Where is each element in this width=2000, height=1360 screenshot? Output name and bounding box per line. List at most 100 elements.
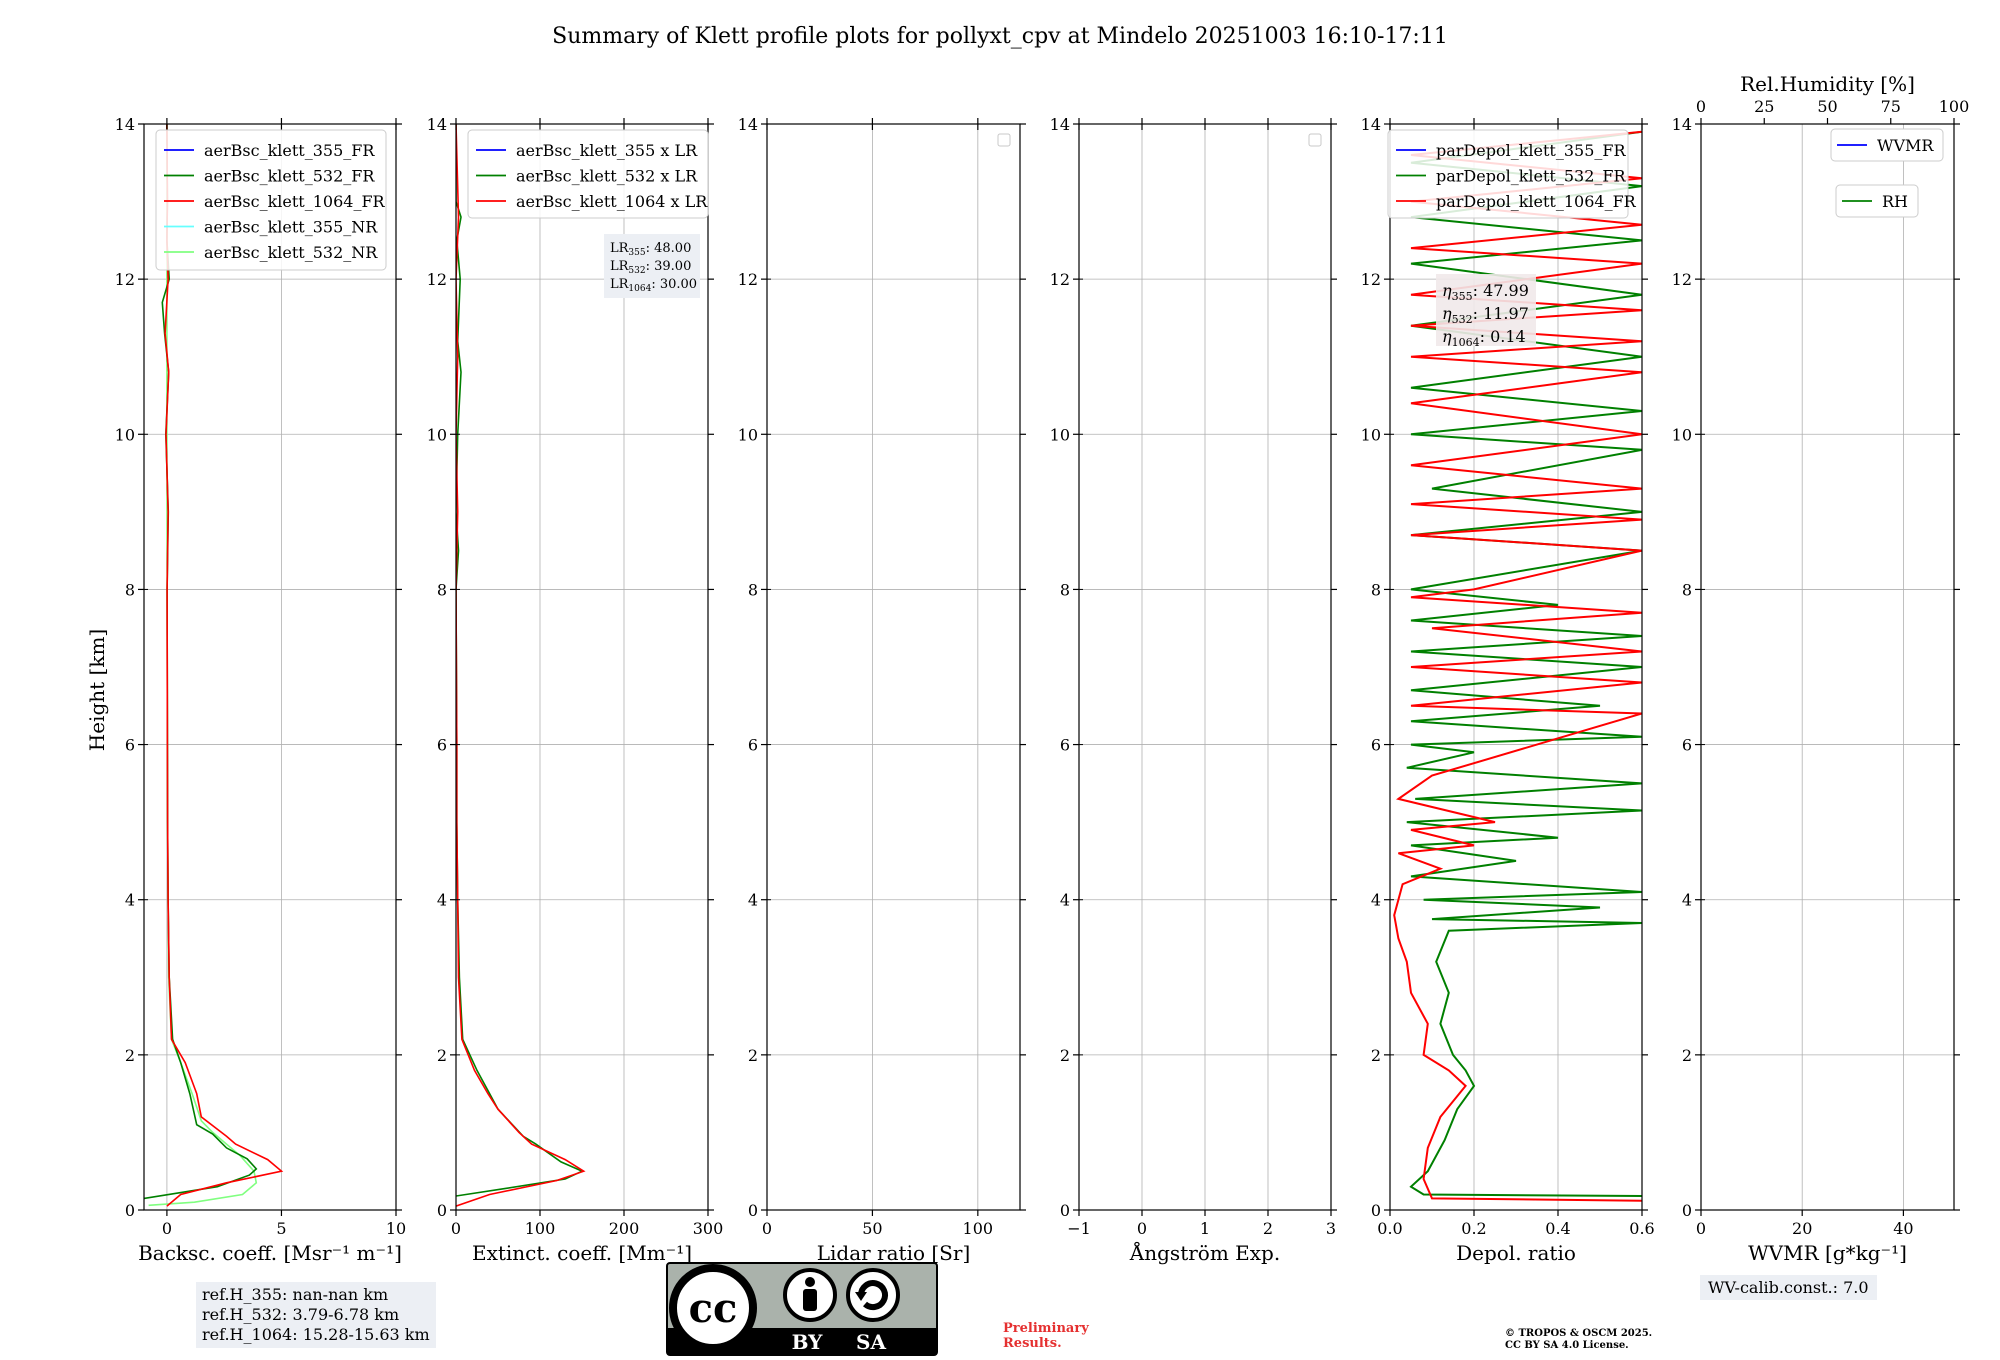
legend: aerBsc_klett_355_FR aerBsc_klett_532_FRae… xyxy=(155,129,387,271)
ref-height-355: ref.H_355: nan-nan km xyxy=(202,1285,389,1304)
legend-box xyxy=(1835,184,1919,218)
y-tick-label: 10 xyxy=(738,425,758,444)
y-tick-label: 2 xyxy=(1371,1046,1381,1065)
x-tick-label: 0.2 xyxy=(1461,1219,1486,1238)
legend-label: aerBsc_klett_532 x LR xyxy=(516,167,698,186)
eta-value: η532: 11.97 xyxy=(1442,304,1529,326)
eta-symbol: η xyxy=(1442,304,1452,323)
y-tick-label: 2 xyxy=(125,1046,135,1065)
preliminary-results-note: Preliminary Results. xyxy=(1003,1321,1089,1351)
y-tick-label: 14 xyxy=(738,115,758,134)
y-tick-label: 14 xyxy=(1361,115,1381,134)
x-tick-label: 0 xyxy=(1696,1219,1706,1238)
sa-icon-arrowhead xyxy=(855,1292,867,1301)
y-tick-label: 14 xyxy=(1050,115,1070,134)
ref-height-1064: ref.H_1064: 15.28-15.63 km xyxy=(202,1325,430,1344)
top-x-axis-label: Rel.Humidity [%] xyxy=(1740,72,1915,96)
series-line-aerBsc_klett_532 x LR xyxy=(456,124,584,1197)
x-tick-label: 50 xyxy=(862,1219,882,1238)
reference-heights-box: ref.H_355: nan-nan km ref.H_532: 3.79-6.… xyxy=(196,1282,436,1348)
figure-title: Summary of Klett profile plots for polly… xyxy=(552,24,1448,49)
y-tick-label: 2 xyxy=(748,1046,758,1065)
y-tick-label: 8 xyxy=(437,580,447,599)
legend-label: aerBsc_klett_1064 x LR xyxy=(516,192,708,211)
y-tick-label: 0 xyxy=(1682,1201,1692,1220)
wv-calibration-constant: WV-calib.const.: 7.0 xyxy=(1700,1275,1877,1300)
series-group xyxy=(1393,130,1642,1202)
eta-sub: 532 xyxy=(1452,313,1473,326)
y-tick-label: 14 xyxy=(427,115,447,134)
copyright-line-2: CC BY SA 4.0 License. xyxy=(1505,1340,1629,1351)
x-tick-label: 0.0 xyxy=(1377,1219,1402,1238)
x-tick-label: 1 xyxy=(1200,1219,1210,1238)
legend-label: parDepol_klett_355_FR xyxy=(1436,141,1627,160)
y-tick-label: 10 xyxy=(115,425,135,444)
y-tick-label: 6 xyxy=(437,736,447,755)
legend-label: aerBsc_klett_355 x LR xyxy=(516,141,698,160)
lidar-ratio-value: LR532: 39.00 xyxy=(610,259,691,276)
top-x-tick-label: 50 xyxy=(1817,97,1837,116)
x-axis-label: Extinct. coeff. [Mm⁻¹] xyxy=(472,1241,692,1265)
y-tick-label: 2 xyxy=(1060,1046,1070,1065)
y-tick-label: 0 xyxy=(1060,1201,1070,1220)
y-tick-label: 12 xyxy=(1361,270,1381,289)
y-tick-label: 14 xyxy=(115,115,135,134)
series-group xyxy=(144,124,284,1207)
legend-label: aerBsc_klett_532_FR xyxy=(204,167,375,186)
legend-box xyxy=(155,129,387,271)
legend-WVMR: WVMR xyxy=(1830,128,1944,162)
y-tick-label: 6 xyxy=(125,736,135,755)
legend: parDepol_klett_355_FR parDepol_klett_532_… xyxy=(1387,129,1637,219)
copyright-note: © TROPOS & OSCM 2025. CC BY SA 4.0 Licen… xyxy=(1505,1328,1652,1352)
eta-val: : 11.97 xyxy=(1473,304,1529,323)
x-tick-label: 0.6 xyxy=(1629,1219,1654,1238)
eta-value: η1064: 0.14 xyxy=(1442,327,1526,349)
top-x-tick-label: 75 xyxy=(1881,97,1901,116)
x-axis-label: WVMR [g*kg⁻¹] xyxy=(1748,1241,1907,1265)
eta-sub: 355 xyxy=(1452,290,1473,303)
y-tick-label: 0 xyxy=(1371,1201,1381,1220)
x-tick-label: 0 xyxy=(762,1219,772,1238)
y-tick-label: 8 xyxy=(748,580,758,599)
legend-label: WVMR xyxy=(1877,136,1934,155)
by-icon-body xyxy=(803,1289,817,1311)
legend-label: aerBsc_klett_355_FR xyxy=(204,141,375,160)
series-line-aerBsc_klett_1064 x LR xyxy=(456,124,586,1207)
legend-label: parDepol_klett_1064_FR xyxy=(1436,192,1637,211)
legend-label: aerBsc_klett_355_NR xyxy=(204,218,378,237)
y-tick-label: 8 xyxy=(125,580,135,599)
top-x-tick-label: 25 xyxy=(1754,97,1774,116)
axes-frame xyxy=(143,123,397,1211)
legend-box xyxy=(467,129,709,219)
series-line-aerBsc_klett_1064_FR xyxy=(164,124,284,1207)
y-tick-label: 4 xyxy=(125,891,135,910)
legend-label: aerBsc_klett_532_NR xyxy=(204,243,378,262)
subplot-3: 0 2 4 6 8 10 12 14 0 50 100 Lidar ratio [Sr] xyxy=(738,115,1026,1265)
by-label: BY xyxy=(792,1330,824,1354)
axes-frame xyxy=(766,123,1021,1211)
x-tick-label: 300 xyxy=(693,1219,724,1238)
y-tick-label: 12 xyxy=(1050,270,1070,289)
legend-box xyxy=(1387,129,1629,219)
lr-val: : 30.00 xyxy=(651,277,697,292)
x-tick-label: 40 xyxy=(1893,1219,1913,1238)
lr-name: LR xyxy=(610,277,630,292)
lidar-ratio-value: LR1064: 30.00 xyxy=(610,277,697,294)
x-axis-label: Backsc. coeff. [Msr⁻¹ m⁻¹] xyxy=(138,1241,402,1265)
y-tick-label: 0 xyxy=(748,1201,758,1220)
copyright-line-1: © TROPOS & OSCM 2025. xyxy=(1505,1328,1653,1339)
y-tick-label: 10 xyxy=(1672,425,1692,444)
ref-height-532: ref.H_532: 3.79-6.78 km xyxy=(202,1305,400,1324)
axes-frame xyxy=(1700,123,1955,1211)
y-tick-label: 0 xyxy=(437,1201,447,1220)
series-group xyxy=(456,124,586,1207)
eta-value: η355: 47.99 xyxy=(1442,281,1529,303)
subplot-5: 0 2 4 6 8 10 12 14 0.0 0.2 0.4 0.6 Depol. ratio parDe… xyxy=(1361,115,1655,1265)
x-tick-label: 0 xyxy=(162,1219,172,1238)
